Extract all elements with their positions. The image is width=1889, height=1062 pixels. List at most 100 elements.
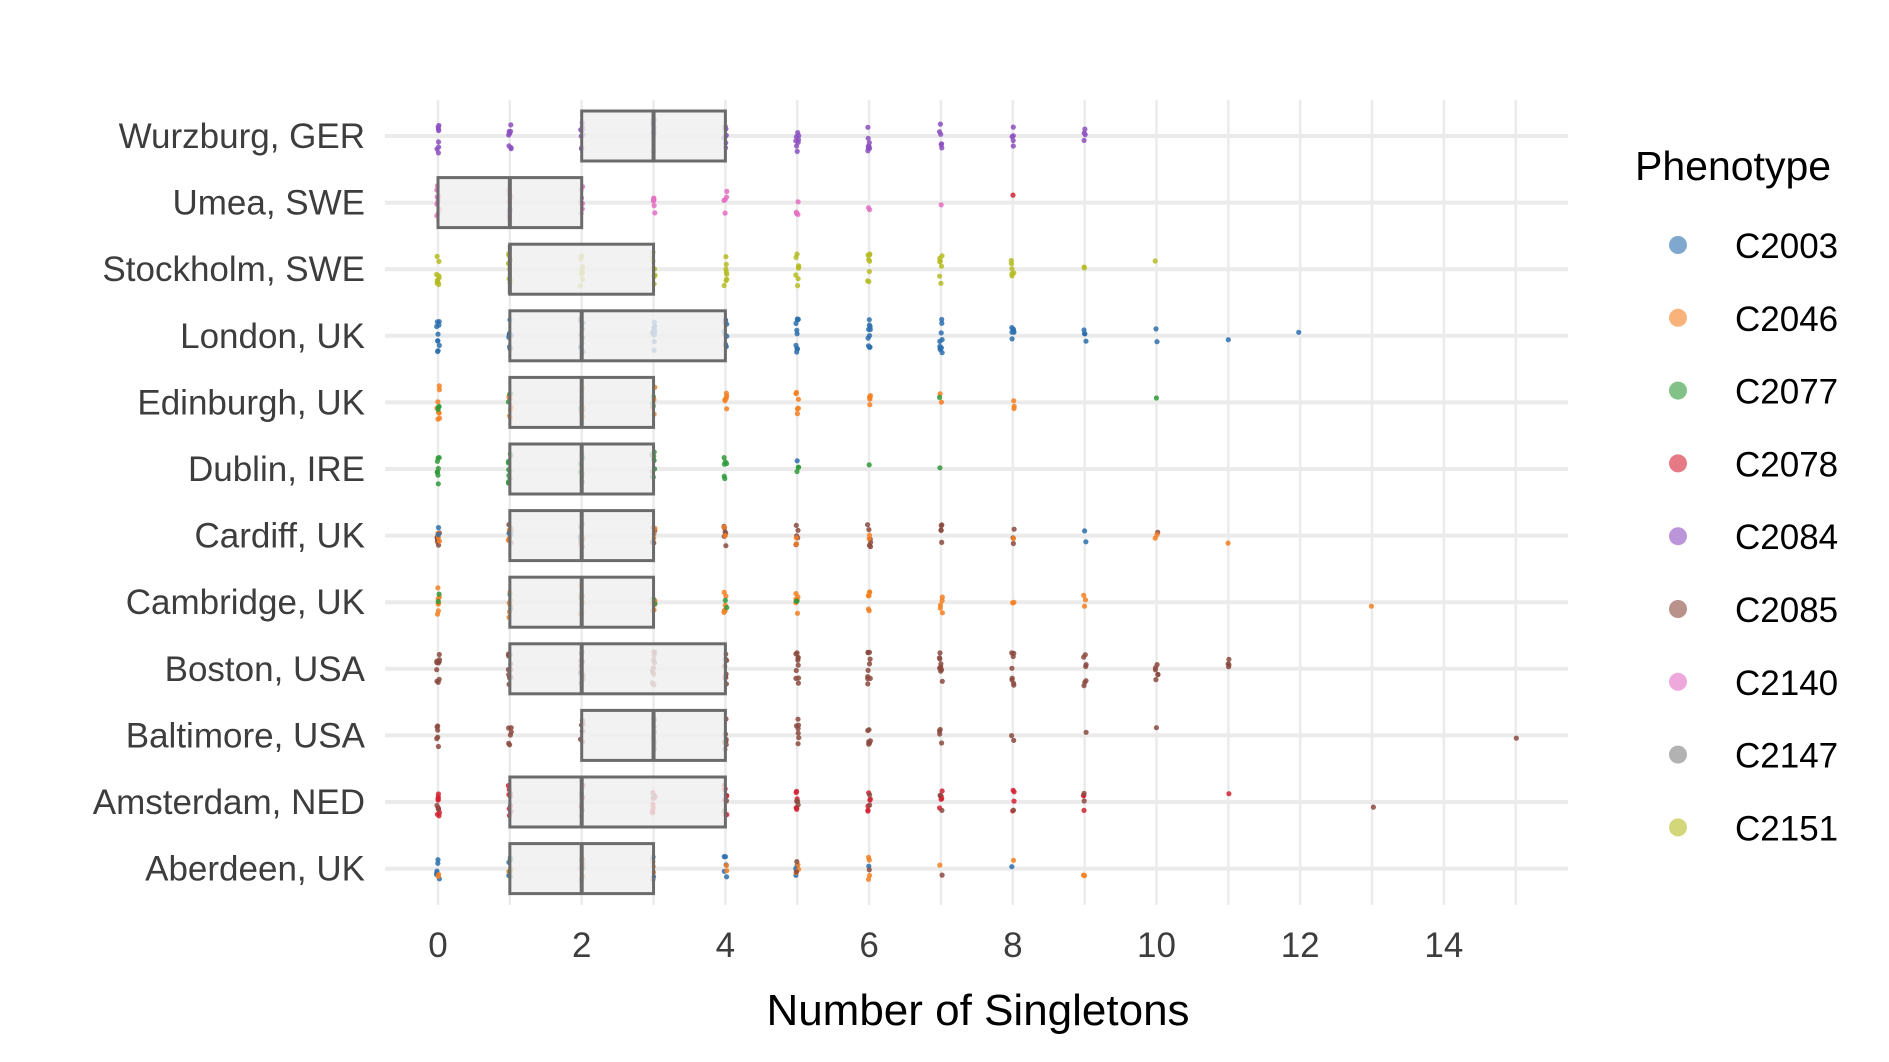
point-aberdeen-uk-c2046-4 [724, 868, 730, 874]
point-boston-usa-c2085-8 [1009, 650, 1015, 656]
point-baltimore-usa-c2085-8 [1009, 733, 1015, 739]
point-umea-swe-c2140-4 [722, 197, 728, 203]
point-cardiff-uk-c2046-5 [793, 541, 800, 547]
legend-label-c2078: C2078 [1735, 445, 1838, 484]
point-edinburgh-uk-c2046-5 [794, 411, 801, 417]
point-cambridge-uk-c2046-6 [865, 593, 871, 599]
point-cambridge-uk-c2046-7 [939, 598, 945, 604]
point-stockholm-swe-c2151-4 [723, 266, 729, 272]
point-umea-swe-c2140-3 [652, 210, 658, 216]
point-cambridge-uk-c2046-4 [721, 609, 727, 616]
box-amsterdam-ned [508, 775, 727, 829]
point-stockholm-swe-c2151-0 [436, 273, 442, 279]
point-london-uk-c2003-0 [434, 319, 440, 325]
point-london-uk-c2003-7 [938, 330, 944, 336]
point-stockholm-swe-c2151-6 [866, 268, 873, 275]
point-stockholm-swe-c2151-6 [867, 252, 873, 258]
point-aberdeen-uk-c2003-4 [724, 874, 730, 880]
point-cardiff-uk-c2046-8 [1010, 535, 1017, 542]
point-edinburgh-uk-c2046-6 [867, 402, 873, 408]
legend-key-c2003 [1669, 236, 1687, 254]
point-baltimore-usa-c2085-0 [435, 734, 441, 740]
point-baltimore-usa-c2085-1 [508, 729, 514, 735]
legend-key-c2046 [1669, 308, 1687, 327]
point-stockholm-swe-c2151-5 [795, 276, 801, 282]
point-baltimore-usa-c2085-6 [866, 727, 872, 733]
point-cardiff-uk-c2046-10 [1154, 532, 1160, 538]
point-cardiff-uk-c2046-11 [1225, 540, 1231, 546]
point-amsterdam-ned-c2078-8 [1011, 789, 1017, 795]
y-tick-label-cardiff-uk: Cardiff, UK [194, 517, 365, 556]
point-wurzburg-ger-c2084-8 [1010, 133, 1016, 139]
point-cambridge-uk-c2046-7 [939, 610, 946, 616]
box-boston-usa [508, 642, 727, 696]
point-cambridge-uk-c2046-6 [865, 606, 872, 612]
point-cardiff-uk-c2085-4 [722, 529, 728, 535]
point-edinburgh-uk-c2046-4 [722, 398, 728, 404]
point-boston-usa-c2085-0 [436, 651, 442, 658]
point-aberdeen-uk-c2085-6 [866, 867, 872, 873]
point-edinburgh-uk-c2046-7 [938, 399, 945, 405]
point-boston-usa-c2085-7 [938, 661, 944, 667]
point-wurzburg-ger-c2084-0 [435, 124, 441, 130]
point-amsterdam-ned-c2078-6 [865, 808, 871, 814]
x-tick-label-8: 8 [1003, 926, 1022, 965]
point-london-uk-c2003-8 [1009, 336, 1015, 342]
point-boston-usa-c2085-11 [1226, 656, 1232, 663]
point-cambridge-uk-c2046-0 [435, 608, 441, 614]
point-baltimore-usa-c2085-10 [1153, 725, 1159, 731]
point-boston-usa-c2085-6 [866, 661, 873, 667]
point-cardiff-uk-c2085-7 [939, 539, 945, 546]
y-tick-label-amsterdam-ned: Amsterdam, NED [93, 783, 365, 822]
legend-label-c2084: C2084 [1735, 518, 1838, 557]
x-tick-label-6: 6 [859, 926, 878, 965]
x-tick-label-14: 14 [1424, 926, 1463, 965]
point-umea-swe-c2140-3 [651, 197, 657, 203]
point-stockholm-swe-c2151-4 [723, 277, 729, 284]
point-cardiff-uk-c2003-9 [1082, 528, 1088, 534]
point-stockholm-swe-c2151-5 [795, 283, 801, 289]
point-cambridge-uk-c2077-4 [724, 604, 730, 611]
point-baltimore-usa-c2085-7 [937, 731, 943, 737]
point-wurzburg-ger-c2084-1 [508, 146, 514, 152]
point-cardiff-uk-c2046-4 [722, 533, 728, 539]
point-boston-usa-c2085-9 [1082, 652, 1088, 658]
y-tick-label-edinburgh-uk: Edinburgh, UK [137, 383, 365, 422]
point-aberdeen-uk-c2003-4 [722, 854, 729, 860]
point-boston-usa-c2085-5 [793, 675, 799, 682]
point-boston-usa-c2085-11 [1226, 664, 1232, 670]
point-wurzburg-ger-c2084-0 [435, 150, 441, 156]
point-amsterdam-ned-c2078-6 [867, 796, 873, 802]
point-boston-usa-c2085-8 [1009, 675, 1015, 681]
point-amsterdam-ned-c2078-7 [939, 788, 945, 794]
point-dublin-ire-c2077-6 [866, 462, 872, 468]
point-boston-usa-c2085-5 [795, 680, 802, 686]
point-wurzburg-ger-c2084-5 [794, 148, 800, 154]
point-cambridge-uk-c2046-9 [1081, 603, 1088, 609]
point-boston-usa-c2085-10 [1155, 672, 1161, 678]
point-amsterdam-ned-c2085-7 [939, 807, 945, 814]
point-edinburgh-uk-c2046-0 [436, 387, 442, 393]
point-cambridge-uk-c2046-4 [721, 589, 727, 596]
point-dublin-ire-c2077-4 [722, 475, 728, 482]
point-boston-usa-c2085-7 [938, 665, 944, 671]
legend-label-c2147: C2147 [1735, 737, 1838, 776]
point-wurzburg-ger-c2084-7 [938, 142, 944, 148]
point-edinburgh-uk-c2046-4 [724, 393, 730, 399]
point-wurzburg-ger-c2084-9 [1081, 137, 1087, 143]
point-baltimore-usa-c2085-7 [939, 740, 945, 746]
point-cardiff-uk-c2046-5 [793, 535, 799, 541]
point-cambridge-uk-c2077-5 [793, 598, 799, 604]
y-axis-tick-labels: Wurzburg, GER Umea, SWE Stockholm, SWE Lond… [93, 117, 366, 889]
point-amsterdam-ned-c2078-0 [434, 811, 440, 817]
point-edinburgh-uk-c2046-0 [435, 399, 441, 405]
point-cardiff-uk-c2085-6 [866, 527, 872, 533]
point-baltimore-usa-c2085-6 [866, 739, 872, 745]
y-tick-label-london-uk: London, UK [180, 317, 365, 356]
point-boston-usa-c2085-9 [1083, 678, 1089, 684]
point-boston-usa-c2085-5 [793, 667, 799, 674]
point-amsterdam-ned-c2078-9 [1081, 807, 1087, 814]
point-london-uk-c2003-7 [939, 316, 945, 323]
